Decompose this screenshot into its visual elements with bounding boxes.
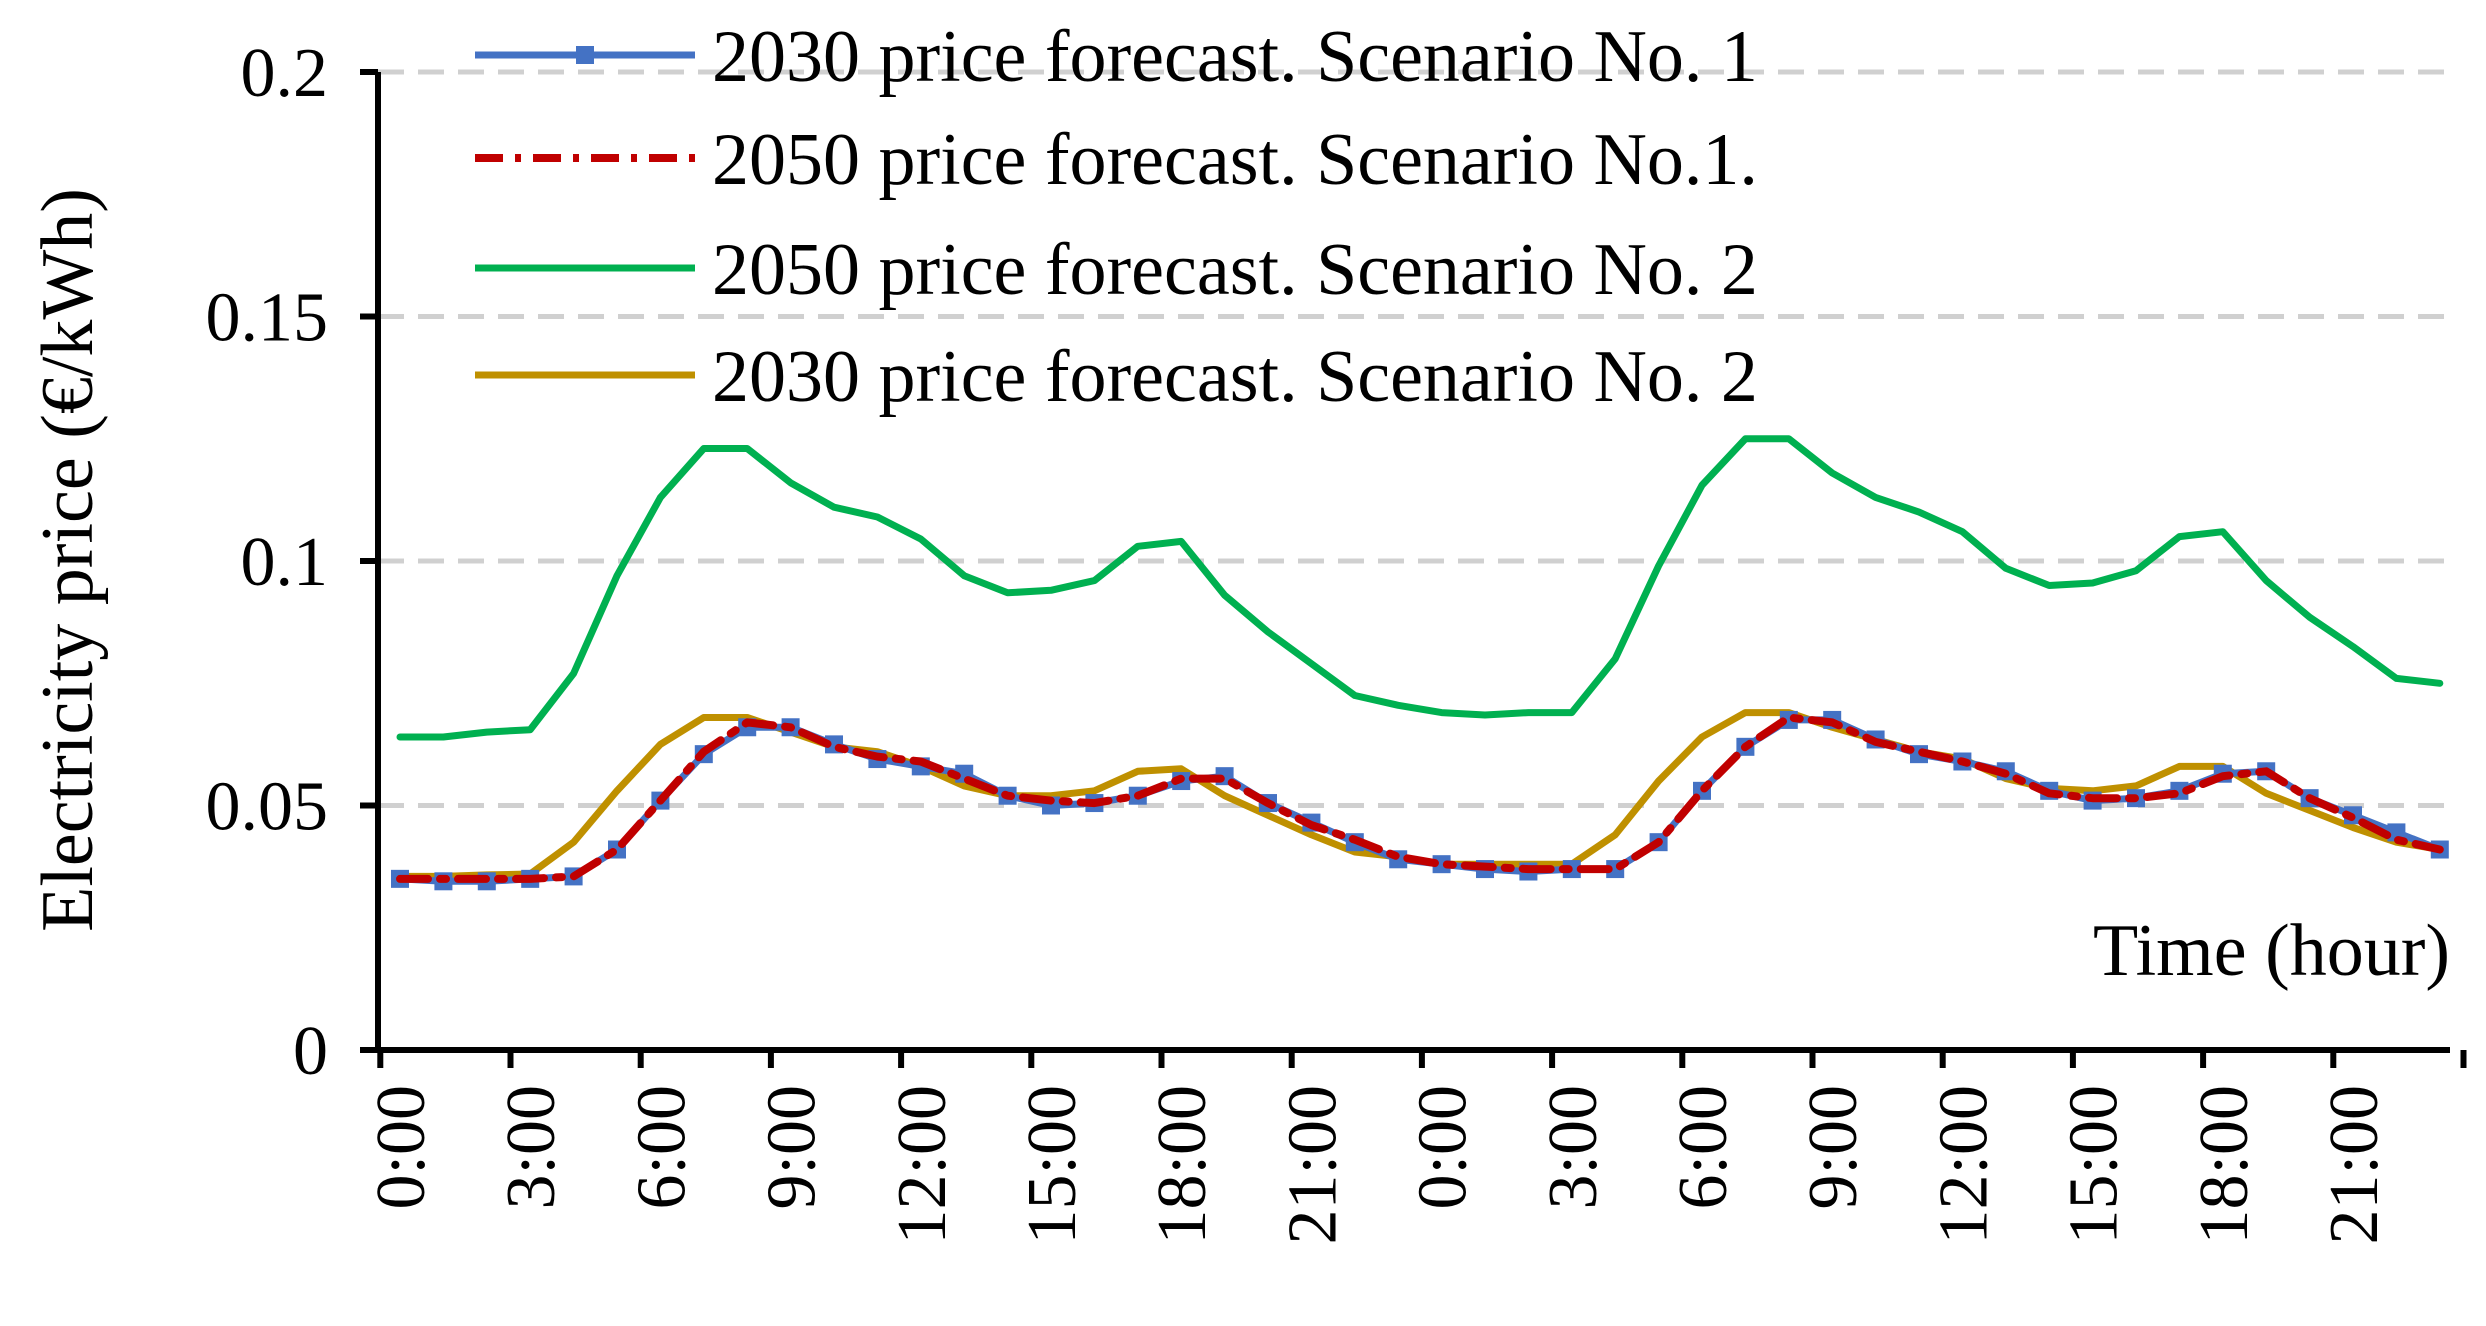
x-tick-label-8: 0:00 bbox=[1405, 1085, 1482, 1209]
y-axis-ticks: 0 0.05 0.1 0.15 0.2 bbox=[206, 35, 379, 1090]
x-tick-label-3: 9:00 bbox=[754, 1085, 831, 1209]
x-tick-label-11: 9:00 bbox=[1795, 1085, 1872, 1209]
legend-label-3: 2030 price forecast. Scenario No. 2 bbox=[712, 336, 1758, 418]
y-axis-label: Electricity price (€/kWh) bbox=[27, 188, 109, 932]
y-tick-label-4: 0.2 bbox=[241, 35, 329, 112]
legend: 2030 price forecast. Scenario No. 1 2050 … bbox=[475, 16, 1758, 418]
x-tick-label-7: 21:00 bbox=[1274, 1085, 1351, 1244]
x-axis-ticks: 0:00 3:00 6:00 9:00 12:00 15:00 18:00 21:00 0:00… bbox=[363, 1050, 2464, 1244]
series-lines bbox=[400, 439, 2440, 882]
y-tick-label-1: 0.05 bbox=[206, 769, 329, 846]
y-tick-label-0: 0 bbox=[293, 1013, 328, 1090]
legend-label-2: 2050 price forecast. Scenario No. 2 bbox=[712, 229, 1758, 311]
x-tick-label-13: 15:00 bbox=[2056, 1085, 2133, 1244]
x-tick-label-14: 18:00 bbox=[2186, 1085, 2263, 1244]
x-tick-label-5: 15:00 bbox=[1014, 1085, 1091, 1244]
x-tick-label-15: 21:00 bbox=[2316, 1085, 2393, 1244]
x-tick-label-0: 0:00 bbox=[363, 1085, 440, 1209]
x-tick-label-1: 3:00 bbox=[493, 1085, 570, 1209]
x-tick-label-4: 12:00 bbox=[884, 1085, 961, 1244]
series-line-1 bbox=[400, 718, 2440, 879]
price-forecast-chart: 0 0.05 0.1 0.15 0.2 0:00 3:00 6:00 9:00 12:00 15:… bbox=[0, 0, 2486, 1326]
x-tick-label-2: 6:00 bbox=[623, 1085, 700, 1209]
y-tick-label-3: 0.15 bbox=[206, 280, 329, 357]
x-tick-label-9: 3:00 bbox=[1535, 1085, 1612, 1209]
y-tick-label-2: 0.1 bbox=[241, 524, 329, 601]
legend-marker-0 bbox=[576, 46, 594, 64]
x-tick-label-10: 6:00 bbox=[1665, 1085, 1742, 1209]
x-tick-label-12: 12:00 bbox=[1925, 1085, 2002, 1244]
series-line-2 bbox=[400, 439, 2440, 737]
x-tick-label-6: 18:00 bbox=[1144, 1085, 1221, 1244]
legend-label-1: 2050 price forecast. Scenario No.1. bbox=[712, 119, 1758, 201]
legend-label-0: 2030 price forecast. Scenario No. 1 bbox=[712, 16, 1758, 98]
x-axis-label: Time (hour) bbox=[2093, 910, 2450, 992]
